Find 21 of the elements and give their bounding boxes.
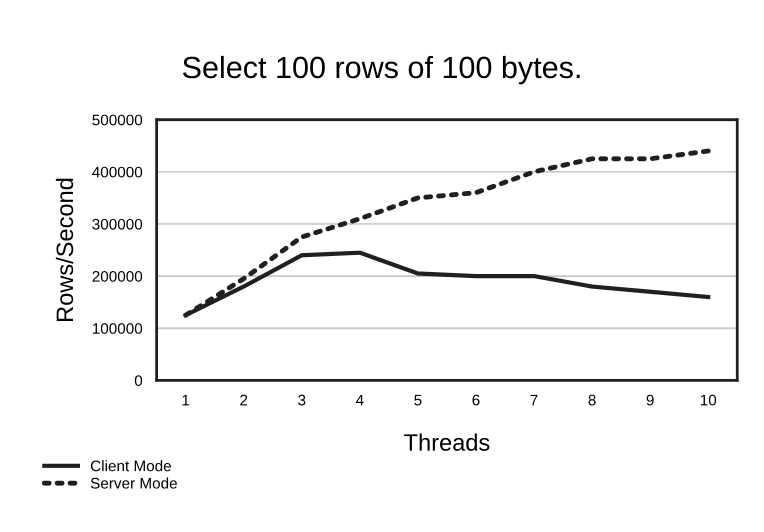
y-tick-label: 300000 — [92, 218, 142, 230]
x-tick-label: 1 — [182, 394, 190, 406]
chart-title: Select 100 rows of 100 bytes. — [182, 56, 580, 84]
x-tick-label: 10 — [700, 394, 716, 406]
legend-label: Client Mode — [90, 460, 171, 472]
legend-label: Server Mode — [90, 477, 177, 489]
y-axis-title: Rows/Second — [56, 178, 74, 321]
x-tick-label: 7 — [530, 394, 538, 406]
x-tick-label: 6 — [472, 394, 480, 406]
x-tick-label: 5 — [414, 394, 422, 406]
x-tick-label: 8 — [588, 394, 596, 406]
y-tick-label: 400000 — [92, 166, 142, 178]
x-tick-label: 3 — [298, 394, 306, 406]
x-tick-label: 9 — [646, 394, 654, 406]
x-tick-label: 2 — [240, 394, 248, 406]
y-tick-label: 0 — [134, 375, 142, 386]
x-tick-label: 4 — [356, 394, 364, 406]
x-axis-title: Threads — [404, 434, 490, 451]
y-tick-label: 500000 — [92, 114, 142, 126]
y-tick-label: 200000 — [92, 270, 142, 282]
y-tick-label: 100000 — [92, 323, 142, 334]
